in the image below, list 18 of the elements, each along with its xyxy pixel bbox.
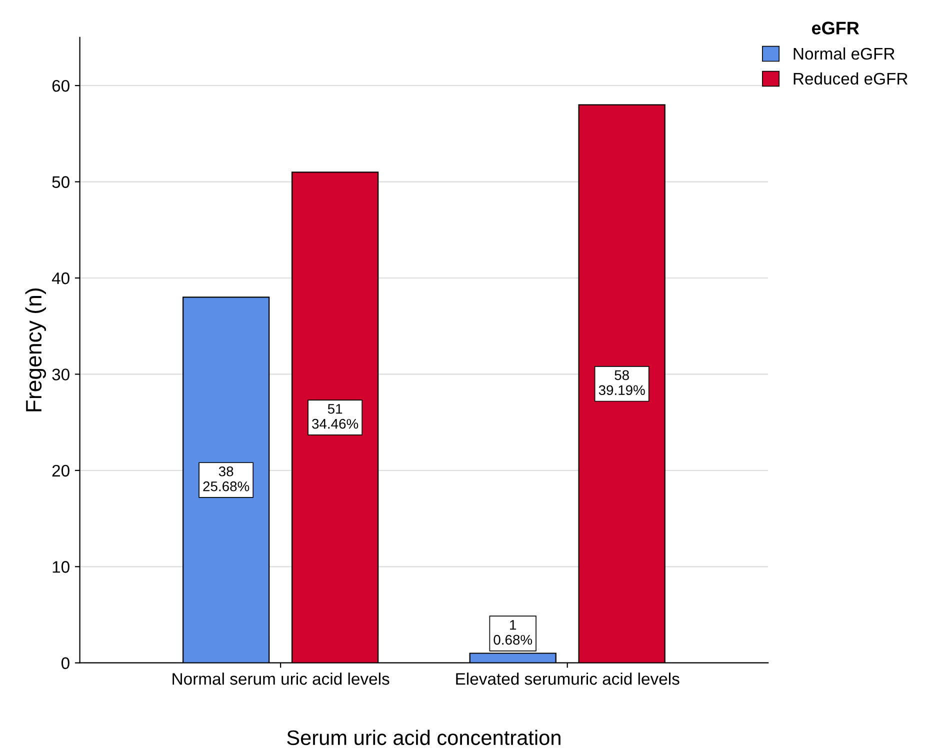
data-label: 58 39.19%: [598, 370, 645, 396]
y-tick-label: 10: [52, 561, 70, 573]
y-tick-label: 50: [52, 176, 70, 188]
x-tick-label: Normal serum uric acid levels: [172, 672, 390, 685]
x-tick-label: Elevated serumuric acid levels: [456, 672, 680, 685]
legend-label: Reduced eGFR: [794, 72, 908, 85]
y-axis-title: Fregency (n): [25, 288, 46, 412]
y-tick-label: 30: [52, 368, 70, 380]
x-axis-title: Serum uric acid concentration: [287, 730, 560, 746]
data-label: 1 0.68%: [494, 620, 532, 645]
y-tick-label: 60: [52, 80, 70, 92]
y-tick-label: 20: [52, 464, 70, 477]
y-tick-label: 0: [61, 657, 70, 670]
legend-label: Normal eGFR: [794, 47, 894, 60]
legend-title: eGFR: [812, 22, 860, 34]
y-tick-label: 40: [52, 272, 70, 284]
data-label: 51 34.46%: [312, 404, 358, 429]
data-label: 38 25.68%: [203, 466, 250, 492]
